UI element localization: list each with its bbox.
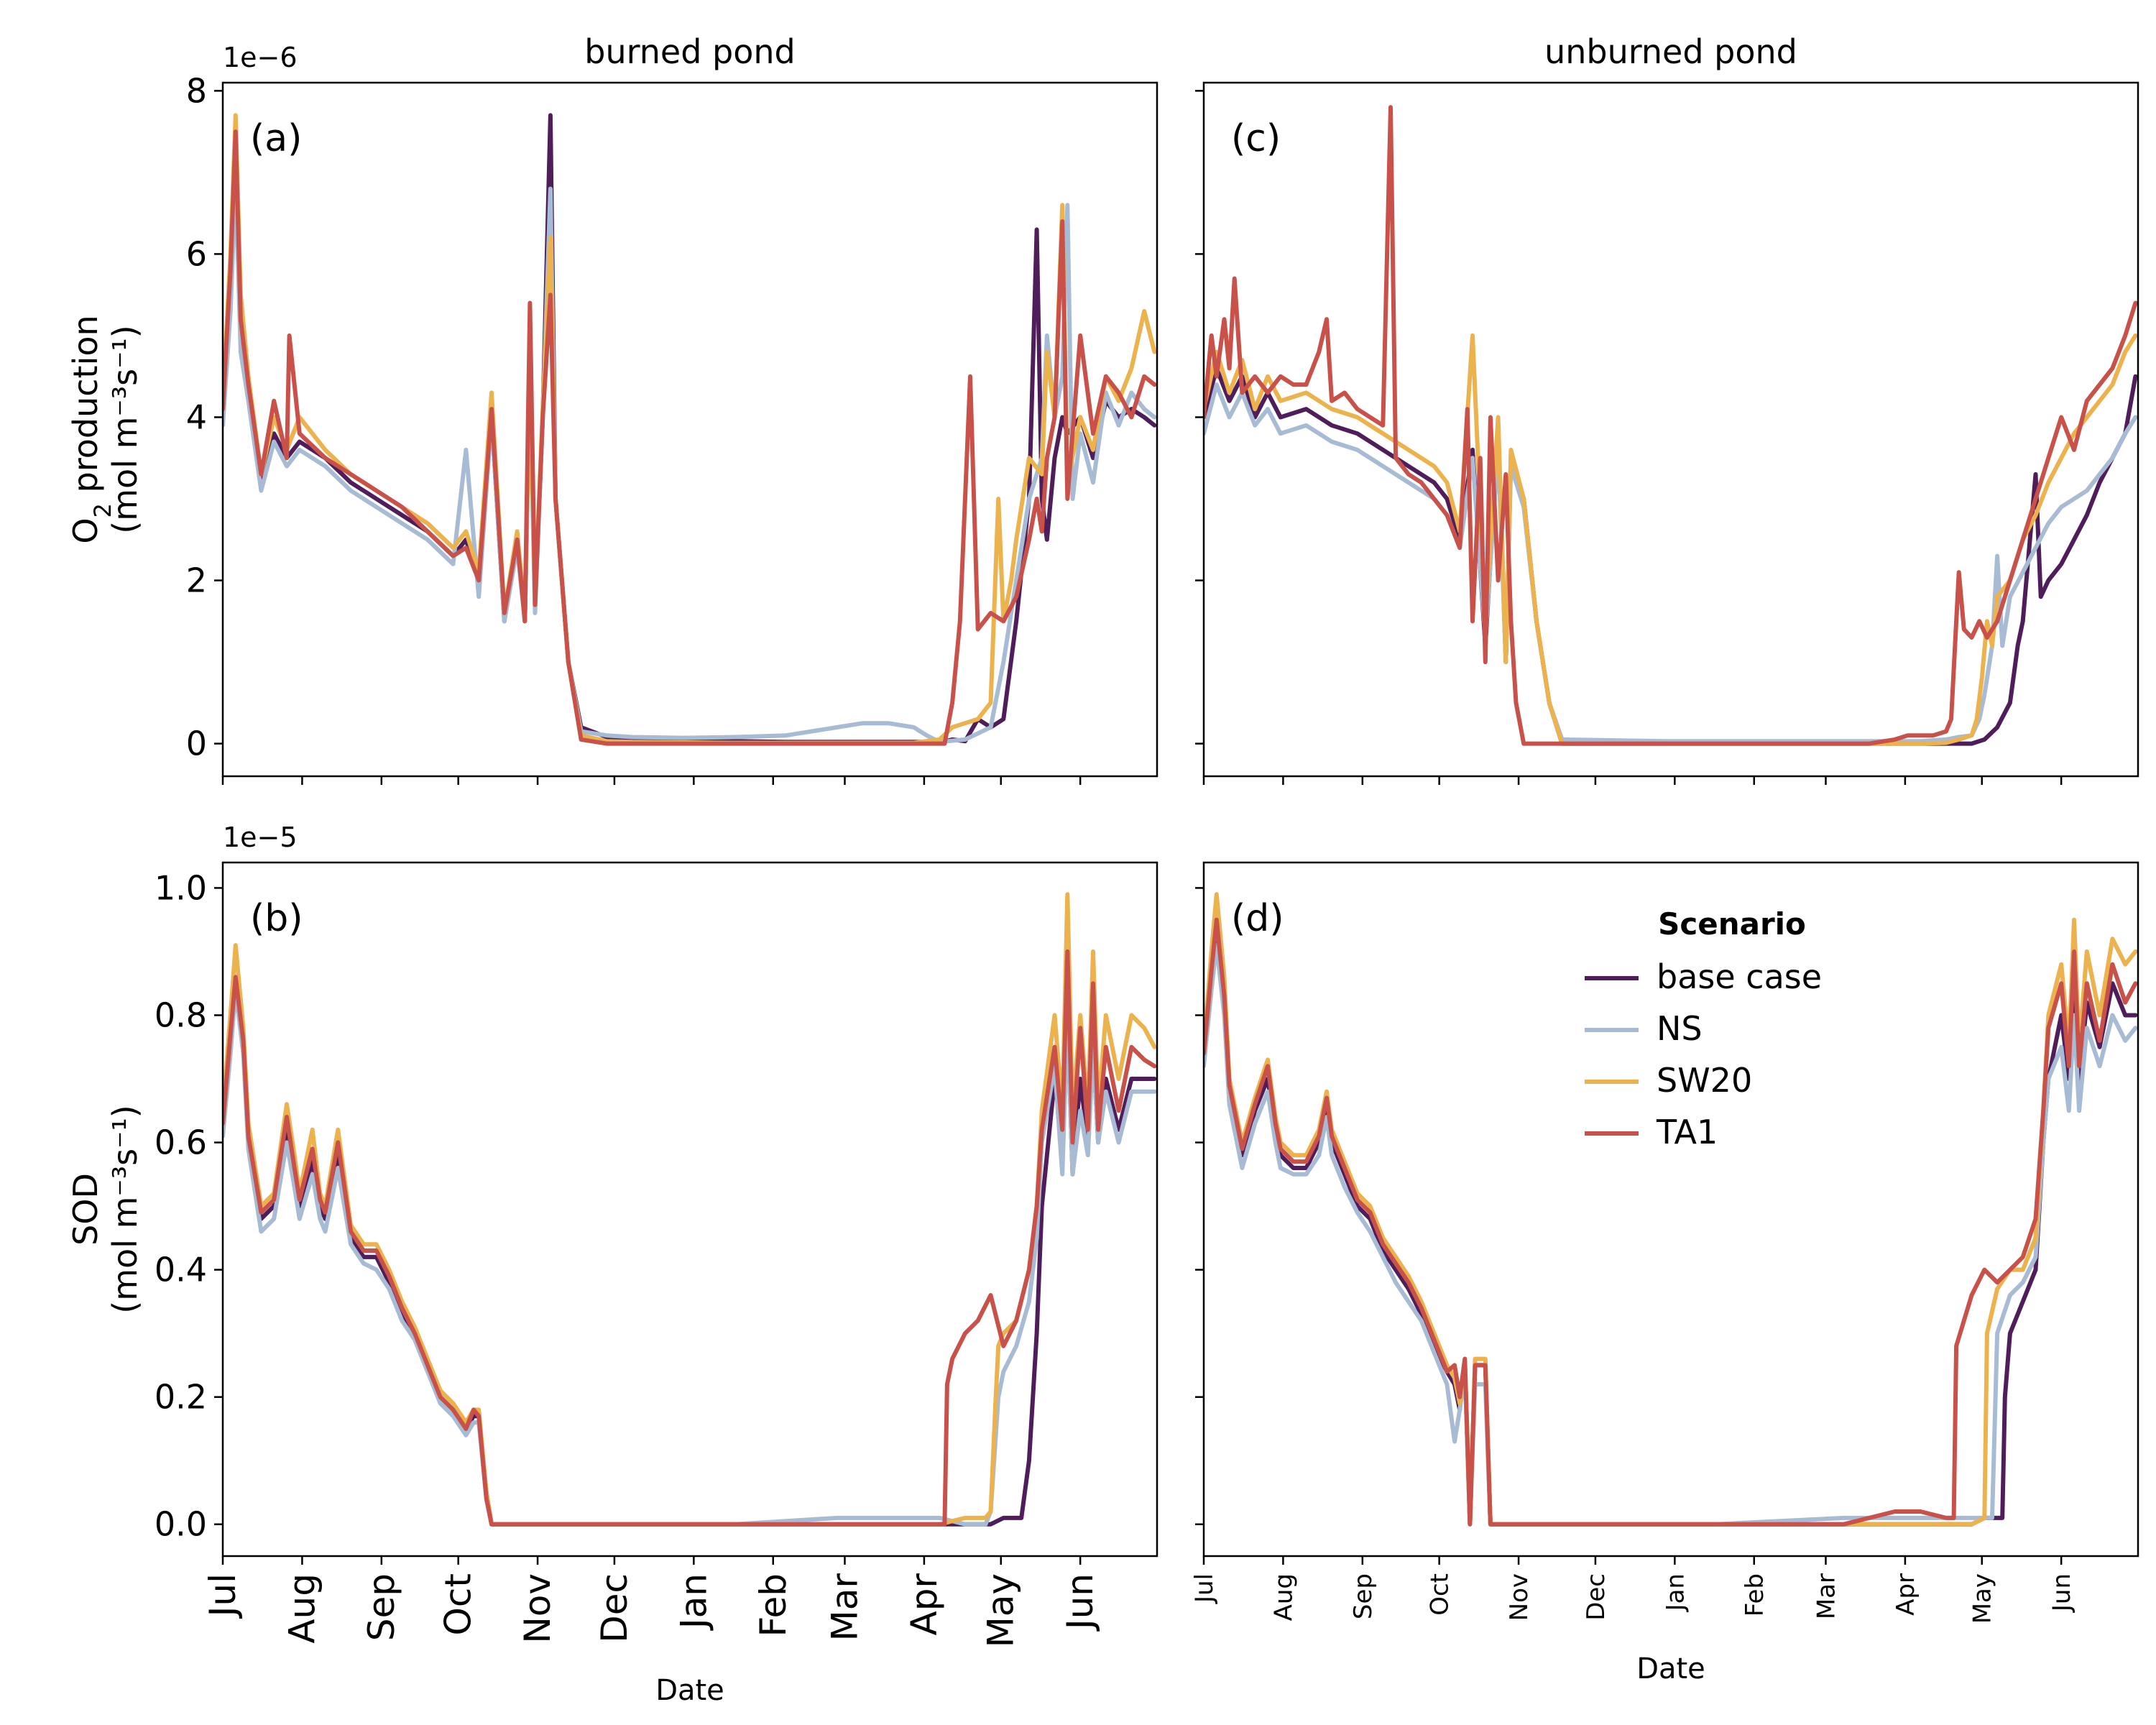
y-tick-label: 0.8 (155, 995, 207, 1034)
y-tick-label: 0.4 (155, 1251, 207, 1289)
panel-b: 0.0 0.2 0.4 0.6 0.8 1.0 Jul Aug Sep Oct Nov Dec Jan F… (66, 822, 1158, 1707)
x-axis-label: Date (1636, 1652, 1705, 1685)
y-tick-label: 8 (186, 71, 207, 110)
legend-label: NS (1657, 1009, 1703, 1048)
series-ta1-line (223, 129, 1157, 746)
x-tick-label: Apr (903, 1573, 945, 1636)
x-tick-label: Apr (1892, 1573, 1920, 1616)
x-tick-label: May (980, 1573, 1022, 1647)
y-tick-label: 0 (186, 724, 207, 763)
series-ta1-line (1204, 105, 2138, 746)
legend-item: SW20 (1585, 1061, 1752, 1100)
x-tick-label: Feb (1741, 1573, 1769, 1616)
x-tick-label: Nov (517, 1573, 558, 1644)
y-tick-label: 0.2 (155, 1378, 207, 1417)
y-axis-label: O2 production (66, 315, 116, 543)
plot-frame (1202, 81, 2139, 778)
x-tick-label: Oct (1426, 1573, 1455, 1616)
x-tick-label: Feb (752, 1573, 794, 1637)
x-tick-label: Jul (202, 1573, 244, 1619)
y-tick-label: 2 (186, 561, 207, 600)
offset-text: 1e−6 (223, 42, 298, 73)
panel-title: burned pond (584, 32, 795, 71)
panel-label: (a) (250, 117, 302, 160)
legend-item: TA1 (1585, 1113, 1718, 1151)
plot-frame (221, 81, 1158, 778)
x-tick-label: Jan (1661, 1573, 1690, 1612)
y-tick-label: 0.0 (155, 1505, 207, 1544)
x-tick-label: Sep (1349, 1573, 1378, 1619)
panel-label: (b) (250, 897, 303, 940)
panel-a: 0 2 4 6 8 (a) burned pond 1e−6 O2 production (mol… (66, 32, 1158, 785)
series-sw20-line (1204, 333, 2138, 746)
y-tick-label: 4 (186, 397, 207, 436)
panel-c: (c) unburned pond (1195, 32, 2139, 785)
legend-title: Scenario (1658, 906, 1806, 942)
x-tick-label: May (1968, 1573, 1997, 1624)
x-tick-label: Mar (824, 1573, 865, 1642)
y-axis-units: (mol m⁻³s⁻¹) (106, 1105, 144, 1313)
y-axis-units: (mol m⁻³s⁻¹) (106, 325, 144, 533)
y-tick-label: 0.6 (155, 1123, 207, 1162)
y-axis-label: SOD (66, 1173, 105, 1246)
x-axis-label: Date (655, 1674, 724, 1707)
x-tick-label: Sep (361, 1573, 402, 1641)
series-ns-line (1204, 382, 2138, 744)
panel-label: (c) (1231, 117, 1281, 160)
legend-item: base case (1585, 957, 1822, 996)
y-tick-label: 6 (186, 234, 207, 273)
panel-d: Jul Aug Sep Oct Nov Dec Jan Feb Mar Apr May Jun (d) D… (1190, 861, 2139, 1685)
x-tick-label: Mar (1812, 1573, 1841, 1619)
plot-frame (221, 861, 1158, 1558)
x-tick-label: Jun (2047, 1573, 2076, 1613)
legend-label: TA1 (1656, 1113, 1718, 1151)
x-tick-label: Nov (1505, 1573, 1534, 1621)
series-base-case-line (223, 113, 1157, 745)
x-tick-label: Dec (594, 1573, 635, 1643)
series-ns-line (223, 178, 1157, 745)
legend: Scenario base case NS SW20 TA1 (1585, 906, 1822, 1151)
offset-text: 1e−5 (223, 822, 298, 853)
x-tick-label: Dec (1582, 1573, 1611, 1621)
series-sw20-line (223, 892, 1157, 1527)
series-base-case-line (223, 981, 1157, 1527)
series-ta1-line (1204, 917, 2138, 1527)
x-tick-label: Aug (1269, 1573, 1298, 1621)
legend-item: NS (1585, 1009, 1703, 1048)
plot-frame (1202, 861, 2139, 1558)
panel-label: (d) (1231, 897, 1284, 940)
legend-label: base case (1657, 957, 1822, 996)
x-tick-label: Jan (673, 1573, 714, 1631)
x-tick-label: Oct (438, 1573, 479, 1635)
legend-label: SW20 (1657, 1061, 1752, 1100)
x-tick-label: Jul (1190, 1573, 1219, 1604)
x-tick-label: Aug (281, 1573, 323, 1644)
series-ta1-line (223, 949, 1157, 1527)
panel-title: unburned pond (1544, 32, 1797, 71)
x-tick-label: Jun (1059, 1573, 1101, 1632)
y-tick-label: 1.0 (155, 868, 207, 907)
